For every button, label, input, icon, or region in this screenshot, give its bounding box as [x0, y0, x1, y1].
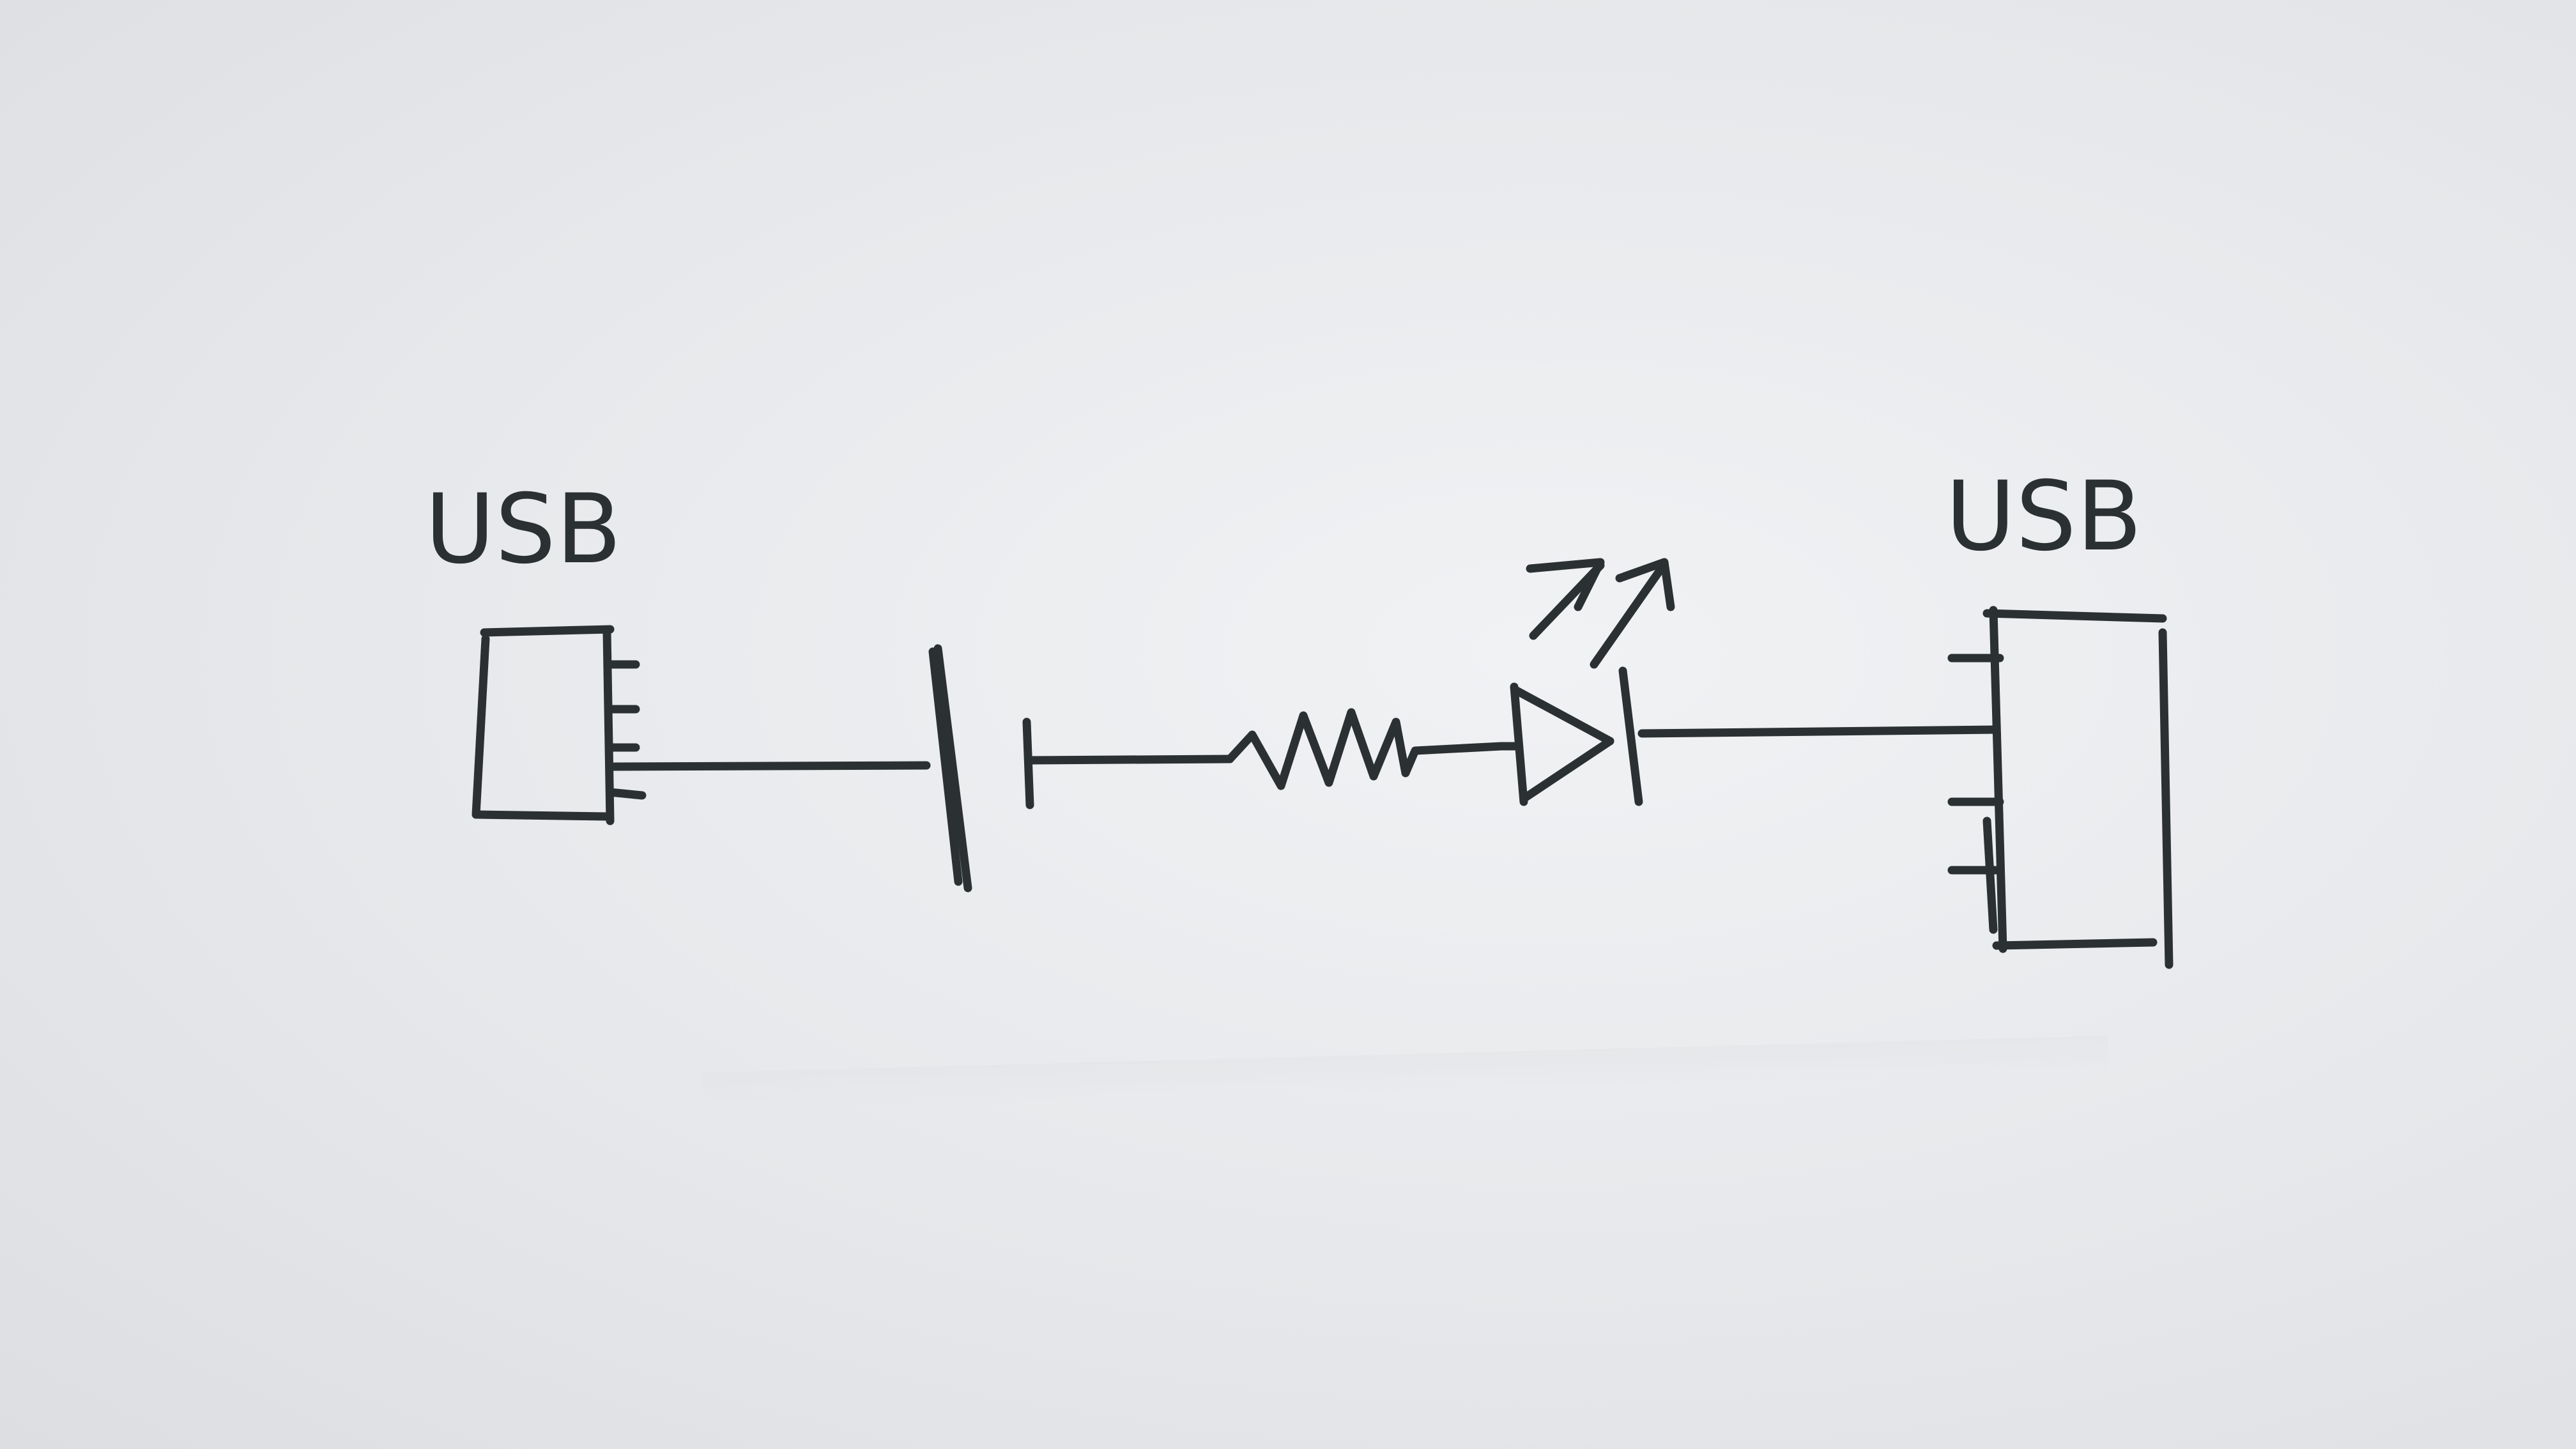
- left-usb-connector: [471, 625, 647, 825]
- right-usb-connector: [1947, 606, 2174, 969]
- led-light-arrows: [1526, 558, 1675, 669]
- resistor-symbol: [1225, 708, 1506, 790]
- battery-symbol: [928, 644, 1034, 893]
- wire-left: [609, 761, 931, 771]
- left-usb-label: USB: [425, 474, 622, 585]
- wire-right: [1637, 725, 2001, 738]
- led-symbol: [1497, 666, 1643, 806]
- right-usb-label: USB: [1945, 461, 2142, 572]
- wire-battery-resistor: [1025, 755, 1234, 765]
